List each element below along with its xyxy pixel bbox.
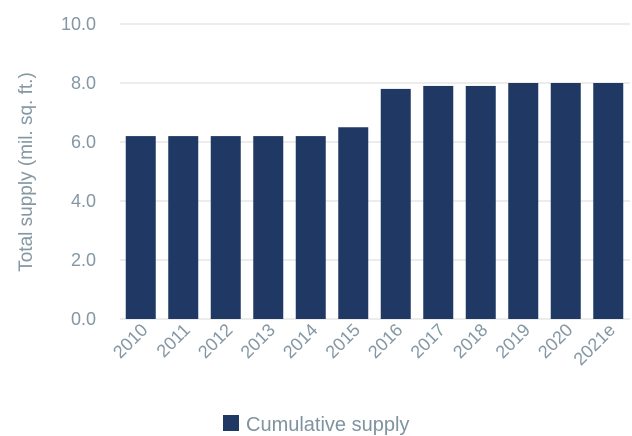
bars — [125, 83, 624, 320]
y-tick-label: 10.0 — [61, 14, 96, 34]
bar-2021e — [593, 83, 624, 319]
bar-2018 — [465, 85, 496, 319]
y-tick-label: 4.0 — [71, 191, 96, 211]
bar-2012 — [210, 136, 241, 319]
bar-2016 — [380, 88, 411, 320]
y-tick-labels: 0.0 2.0 4.0 6.0 8.0 10.0 — [61, 14, 96, 329]
x-tick-label-2021e: 2021e — [570, 320, 620, 370]
y-tick-label: 6.0 — [71, 132, 96, 152]
x-tick-label-2018: 2018 — [449, 320, 491, 362]
bar-2011 — [168, 136, 199, 319]
bar-2017 — [423, 85, 454, 319]
x-tick-labels: 2010 2011 2012 2013 2014 2015 2016 2017 2018 2019… — [109, 320, 619, 370]
bar-2019 — [508, 83, 539, 319]
y-tick-label: 2.0 — [71, 250, 96, 270]
gridlines — [120, 23, 630, 320]
x-tick-label-2015: 2015 — [322, 320, 364, 362]
bar-2015 — [338, 127, 369, 319]
x-tick-label-2013: 2013 — [237, 320, 279, 362]
bar-2010 — [125, 136, 156, 319]
x-tick-label-2012: 2012 — [194, 320, 236, 362]
y-tick-label: 8.0 — [71, 73, 96, 93]
x-tick-label-2016: 2016 — [364, 320, 406, 362]
x-tick-label-2019: 2019 — [492, 320, 534, 362]
legend-swatch — [223, 415, 239, 431]
bar-2014 — [295, 136, 326, 319]
bar-2020 — [550, 83, 581, 319]
bar-2013 — [253, 136, 284, 319]
x-tick-label-2017: 2017 — [407, 320, 449, 362]
y-axis-label: Total supply (mil. sq. ft.) — [16, 72, 37, 272]
x-tick-label-2011: 2011 — [153, 320, 195, 362]
x-tick-label-2010: 2010 — [109, 320, 151, 362]
legend-label: Cumulative supply — [246, 414, 409, 436]
legend: Cumulative supply — [223, 414, 409, 436]
x-tick-label-2014: 2014 — [279, 320, 321, 362]
y-tick-label: 0.0 — [71, 309, 96, 329]
